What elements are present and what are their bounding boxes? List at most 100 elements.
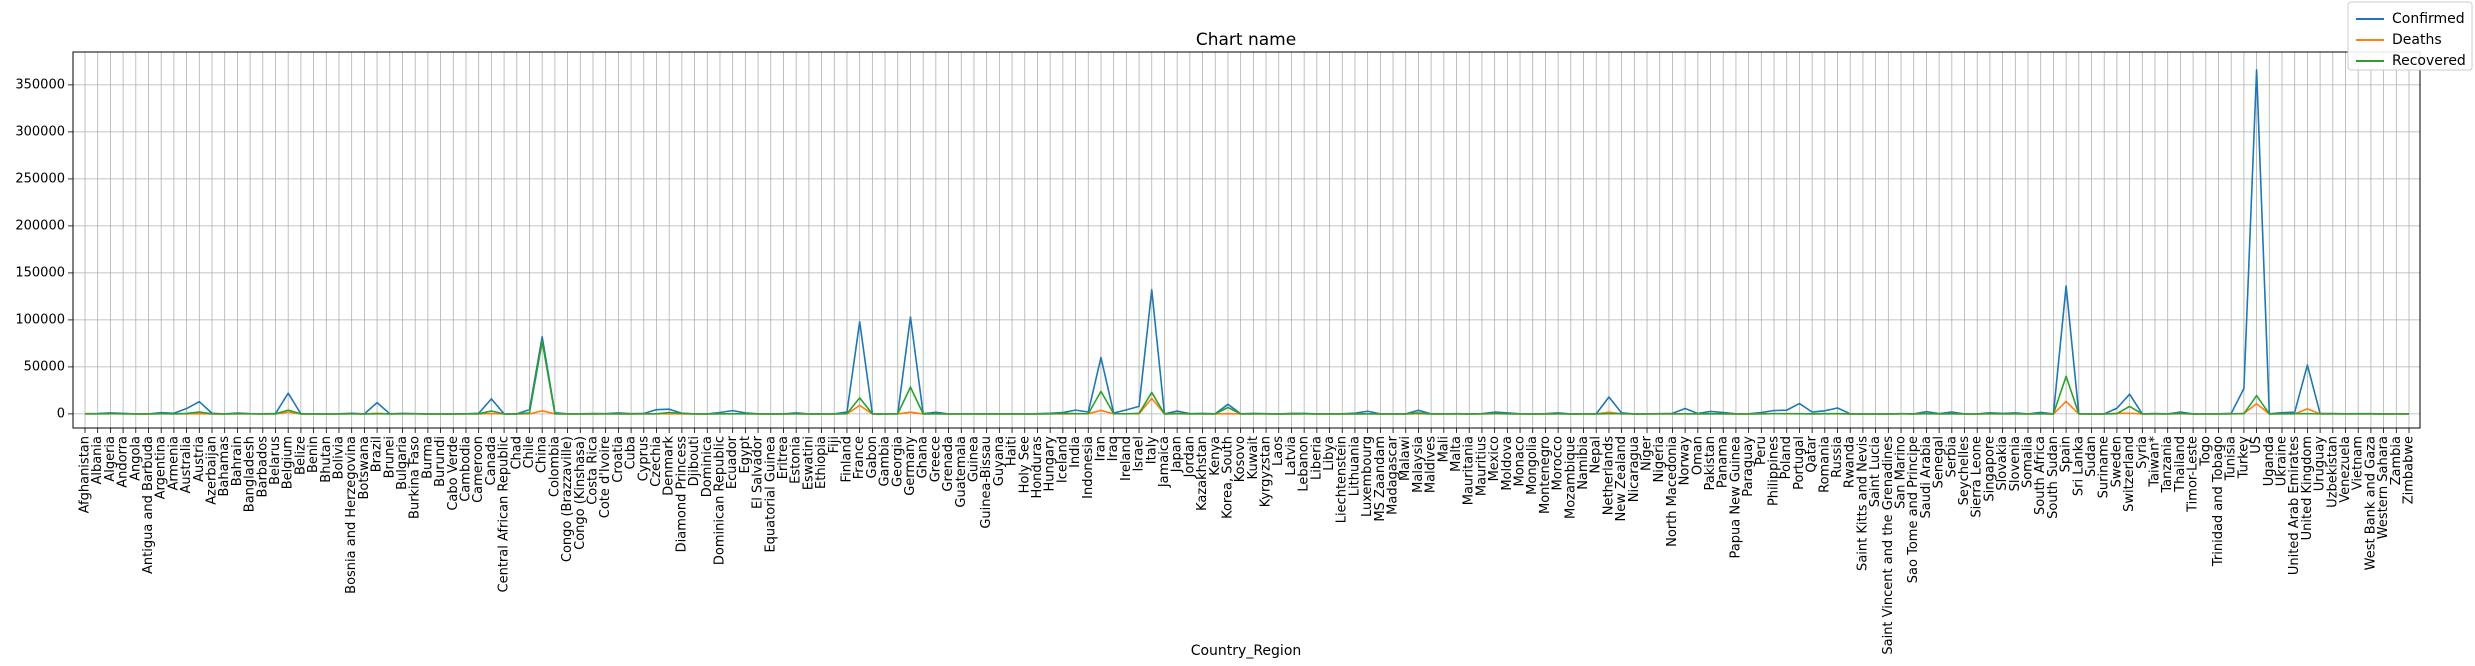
x-tick-label: US xyxy=(2249,436,2264,454)
legend-label-recovered: Recovered xyxy=(2392,53,2466,69)
x-tick-label: Bosnia and Herzegovina xyxy=(344,436,359,594)
x-tick-label: Saint Lucia xyxy=(1868,436,1883,507)
x-tick-label: Seychelles xyxy=(1957,436,1972,506)
x-tick-label: Antigua and Barbuda xyxy=(141,436,156,574)
x-tick-label: Uzbekistan xyxy=(2325,436,2340,508)
y-tick-label: 0 xyxy=(57,406,65,421)
x-tick-label: Belgium xyxy=(281,436,296,489)
series-line-confirmed xyxy=(84,69,2410,415)
x-tick-label: Mongolia xyxy=(1525,436,1540,495)
x-tick-label: Djibouti xyxy=(687,436,702,486)
x-tick-label: Holy See xyxy=(1017,436,1032,493)
x-tick-label: Andorra xyxy=(116,436,131,488)
x-tick-label: Austria xyxy=(192,436,207,482)
x-tick-label: New Zealand xyxy=(1614,436,1629,521)
x-tick-label: Greece xyxy=(928,436,943,482)
x-tick-label: Latvia xyxy=(1284,436,1299,476)
x-tick-label: Spain xyxy=(2059,436,2074,472)
x-tick-label: Georgia xyxy=(890,436,905,487)
x-tick-label: United Kingdom xyxy=(2300,436,2315,540)
x-tick-label: Ghana xyxy=(916,436,931,479)
x-tick-label: Congo (Brazzaville) xyxy=(560,436,575,562)
y-tick-label: 50000 xyxy=(24,359,65,374)
y-tick-label: 100000 xyxy=(15,312,65,327)
x-tick-label: Egypt xyxy=(738,436,753,474)
x-tick-label: Israel xyxy=(1132,436,1147,472)
x-tick-label: Burma xyxy=(420,436,435,479)
x-tick-label: Malawi xyxy=(1398,436,1413,481)
x-tick-label: Equatorial Guinea xyxy=(763,436,778,553)
y-tick-label: 150000 xyxy=(15,265,65,280)
x-tick-label: Libya xyxy=(1322,436,1337,471)
chart-title: Chart name xyxy=(1196,30,1296,50)
x-tick-label: Burkina Faso xyxy=(408,436,423,519)
x-tick-label: United Arab Emirates xyxy=(2287,436,2302,575)
x-tick-label: Lithuania xyxy=(1347,436,1362,496)
x-axis: AfghanistanAlbaniaAlgeriaAndorraAngolaAn… xyxy=(78,428,2417,655)
x-tick-label: Trinidad and Tobago xyxy=(2211,436,2226,567)
x-tick-label: MS Zaandam xyxy=(1373,436,1388,522)
x-axis-label: Country_Region xyxy=(1191,643,1302,659)
x-tick-label: Fiji xyxy=(827,436,842,453)
x-tick-label: Benin xyxy=(306,436,321,473)
x-tick-label: Philippines xyxy=(1767,436,1782,506)
x-tick-label: Suriname xyxy=(2097,436,2112,498)
x-tick-label: Azerbaijan xyxy=(204,436,219,505)
x-tick-label: Kyrgyzstan xyxy=(1259,436,1274,507)
x-tick-label: Finland xyxy=(839,436,854,482)
series-line-recovered xyxy=(84,340,2410,415)
x-tick-label: Niger xyxy=(1640,435,1655,471)
x-tick-label: Jamaica xyxy=(1157,436,1172,488)
x-tick-label: Romania xyxy=(1817,436,1832,493)
x-tick-label: Madagascar xyxy=(1386,435,1401,515)
y-tick-label: 200000 xyxy=(15,218,65,233)
x-tick-label: Slovakia xyxy=(1995,436,2010,491)
x-tick-label: Denmark xyxy=(662,436,677,496)
x-tick-label: Gambia xyxy=(878,436,893,487)
x-tick-label: Papua New Guinea xyxy=(1728,436,1743,558)
x-tick-label: Guinea xyxy=(966,436,981,482)
x-tick-label: Tanzania xyxy=(2160,436,2175,494)
y-tick-label: 250000 xyxy=(15,171,65,186)
x-tick-label: Singapore xyxy=(1982,436,1997,502)
x-tick-label: Eswatini xyxy=(801,436,816,490)
x-tick-label: Central African Republic xyxy=(497,436,512,592)
x-tick-label: Qatar xyxy=(1805,435,1820,472)
x-tick-label: Iran xyxy=(1093,436,1108,461)
x-tick-label: Bangladesh xyxy=(243,436,258,512)
x-tick-label: Venezuela xyxy=(2338,436,2353,503)
x-tick-label: Cabo Verde xyxy=(446,436,461,511)
x-tick-label: Malaysia xyxy=(1411,436,1426,493)
x-tick-label: Montenegro xyxy=(1538,436,1553,514)
x-tick-label: Sao Tome and Principe xyxy=(1906,436,1921,583)
x-tick-label: Cyprus xyxy=(636,436,651,482)
x-tick-label: Guyana xyxy=(992,436,1007,486)
x-tick-label: Mozambique xyxy=(1563,436,1578,519)
x-tick-label: Belize xyxy=(293,436,308,475)
series-lines xyxy=(84,69,2410,415)
x-tick-label: Serbia xyxy=(1944,436,1959,477)
x-tick-label: Algeria xyxy=(103,436,118,482)
x-tick-label: Costa Rica xyxy=(585,436,600,505)
x-tick-label: Nigeria xyxy=(1652,436,1667,483)
x-tick-label: Diamond Princess xyxy=(674,436,689,553)
x-tick-label: Iraq xyxy=(1106,436,1121,461)
x-tick-label: Sweden xyxy=(2109,436,2124,487)
x-tick-label: Czechia xyxy=(649,436,664,487)
x-tick-label: Chad xyxy=(509,436,524,470)
x-tick-label: Gabon xyxy=(865,436,880,479)
x-tick-label: Senegal xyxy=(1932,436,1947,488)
x-tick-label: Luxembourg xyxy=(1360,436,1375,517)
x-tick-label: Croatia xyxy=(611,436,626,483)
x-tick-label: Bahamas xyxy=(217,436,232,497)
x-tick-label: Switzerland xyxy=(2122,436,2137,512)
x-tick-label: North Macedonia xyxy=(1665,436,1680,547)
x-tick-label: Slovenia xyxy=(2008,436,2023,491)
grid-lines xyxy=(73,52,2420,428)
x-tick-label: Saint Vincent and the Grenadines xyxy=(1881,436,1896,655)
x-tick-label: Saint Kitts and Nevis xyxy=(1855,436,1870,571)
x-tick-label: Cambodia xyxy=(458,436,473,502)
legend: Confirmed Deaths Recovered xyxy=(2347,1,2473,71)
x-tick-label: Pakistan xyxy=(1703,436,1718,490)
x-tick-label: Guinea-Bissau xyxy=(979,436,994,529)
